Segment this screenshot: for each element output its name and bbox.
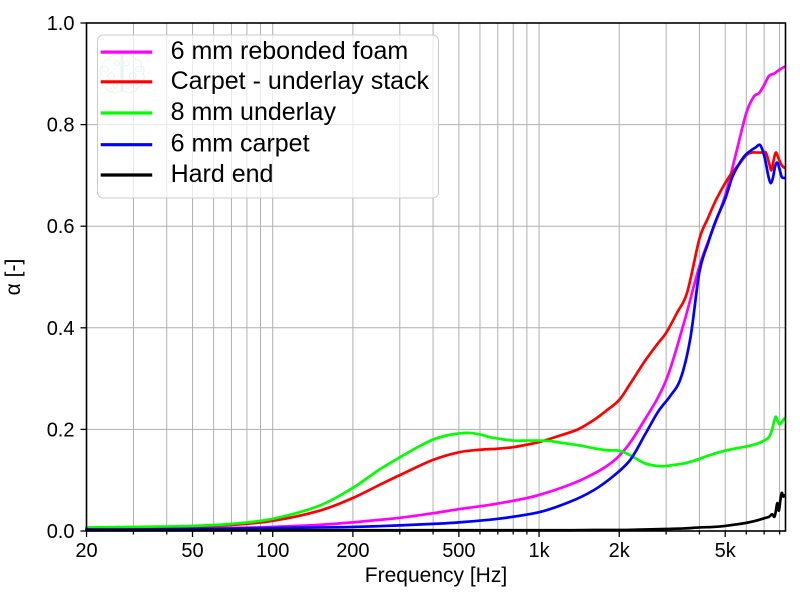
svg-text:5k: 5k [715,540,737,562]
svg-text:8 mm underlay: 8 mm underlay [171,98,337,126]
svg-text:0.0: 0.0 [47,521,75,543]
svg-text:0.8: 0.8 [47,115,75,137]
svg-text:500: 500 [442,540,475,562]
svg-text:20: 20 [75,540,97,562]
svg-text:1k: 1k [528,540,550,562]
svg-text:Frequency [Hz]: Frequency [Hz] [365,564,507,587]
svg-text:6 mm rebonded foam: 6 mm rebonded foam [171,37,409,65]
svg-text:Carpet - underlay stack: Carpet - underlay stack [171,67,430,95]
svg-text:α [-]: α [-] [2,259,25,296]
svg-text:50: 50 [181,540,203,562]
svg-text:1.0: 1.0 [47,13,75,35]
svg-text:100: 100 [256,540,289,562]
svg-text:2k: 2k [609,540,631,562]
svg-text:0.2: 0.2 [47,419,75,441]
svg-text:0.4: 0.4 [47,318,75,340]
svg-text:200: 200 [336,540,369,562]
svg-text:6 mm carpet: 6 mm carpet [171,130,310,158]
svg-text:Hard end: Hard end [171,160,274,188]
svg-text:0.6: 0.6 [47,216,75,238]
